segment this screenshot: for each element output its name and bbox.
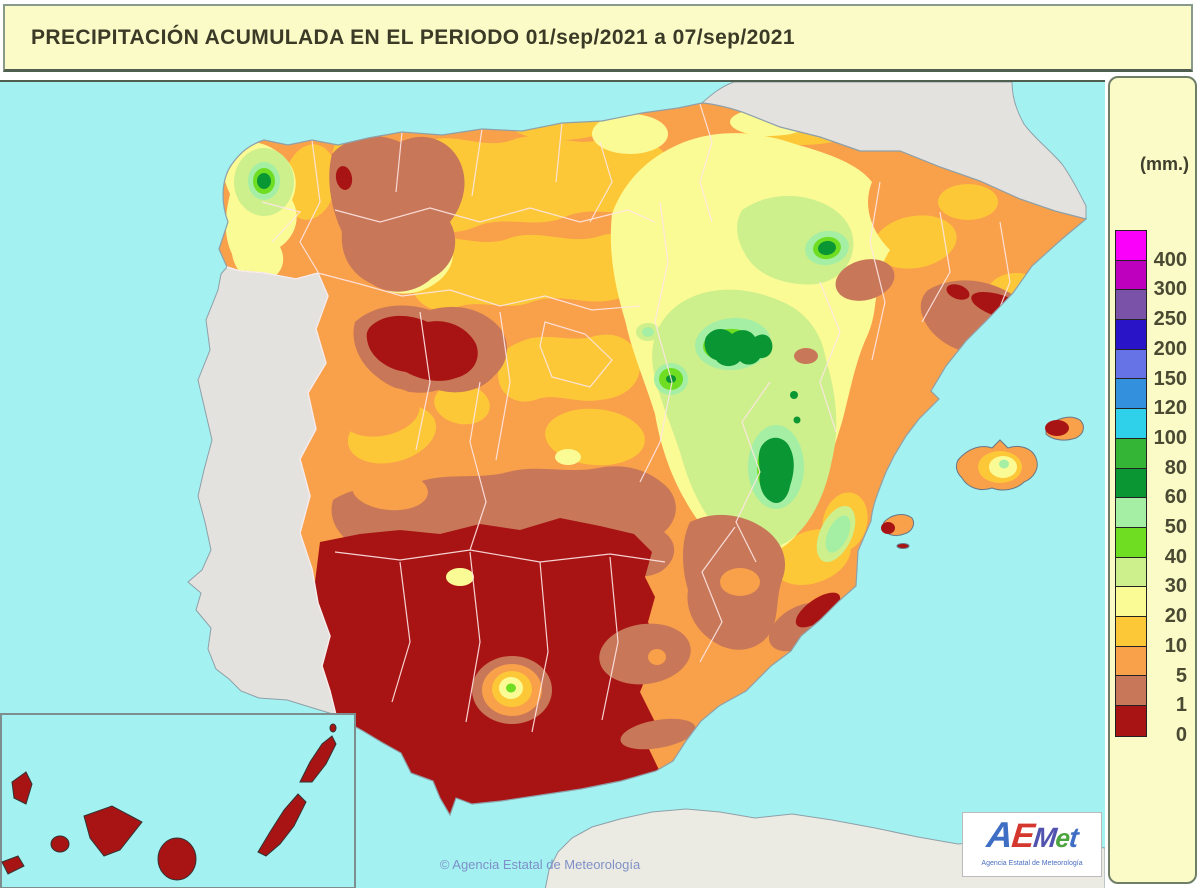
island-tenerife (83, 805, 143, 857)
page-title: PRECIPITACIÓN ACUMULADA EN EL PERIODO 01… (31, 25, 795, 49)
legend-swatch-120 (1116, 379, 1146, 410)
legend-label-80: 80 (1164, 456, 1187, 479)
island-gran-canaria (157, 837, 197, 881)
logo-brand: AEMet (963, 813, 1101, 865)
legend-label-300: 300 (1153, 278, 1187, 301)
aemet-logo: AEMet Agencia Estatal de Meteorología (962, 812, 1102, 877)
legend-swatch-80 (1116, 438, 1146, 469)
legend-swatch-5 (1116, 646, 1146, 677)
legend-swatch-50 (1116, 498, 1146, 528)
legend-label-150: 150 (1153, 367, 1187, 390)
legend-label-50: 50 (1164, 516, 1187, 538)
legend-label-10: 10 (1164, 634, 1187, 657)
legend-swatch-100 (1116, 409, 1146, 439)
legend-swatch-250 (1116, 290, 1146, 321)
legend-label-20: 20 (1164, 605, 1187, 628)
legend-label-60: 60 (1164, 486, 1187, 509)
logo-subtitle: Agencia Estatal de Meteorología (981, 860, 1083, 867)
island-el-hierro (1, 855, 25, 875)
legend-swatch-20 (1116, 587, 1146, 617)
canary-inset (0, 713, 356, 888)
legend-panel: (mm.) 400 300 250 200 150 120 100 80 60 50 40 30 20 1… (1108, 76, 1197, 884)
legend-swatch-10 (1116, 616, 1146, 647)
balearic-islands (881, 416, 1084, 549)
legend-swatch-200 (1116, 320, 1146, 350)
island-fuerteventura (257, 793, 307, 857)
province-borders (261, 103, 1011, 733)
map-panel (0, 80, 1105, 888)
legend-label-200: 200 (1153, 337, 1187, 360)
title-bar: PRECIPITACIÓN ACUMULADA EN EL PERIODO 01… (3, 4, 1193, 72)
legend-colorbar (1115, 230, 1147, 737)
attribution-text: © Agencia Estatal de Meteorología (439, 857, 641, 872)
legend-swatch-150 (1116, 349, 1146, 380)
legend-label-0: 0 (1175, 723, 1187, 746)
legend-swatch-60 (1116, 468, 1146, 499)
island-islet (329, 723, 337, 733)
legend-swatch-30 (1116, 557, 1146, 588)
legend-swatch-40 (1116, 527, 1146, 558)
legend-label-100: 100 (1153, 426, 1187, 449)
legend-label-5: 5 (1175, 664, 1187, 687)
island-la-palma (11, 771, 33, 805)
legend-label-40: 40 (1164, 545, 1187, 568)
legend-label-250: 250 (1153, 308, 1187, 331)
legend-label-30: 30 (1164, 575, 1187, 598)
island-lanzarote (299, 735, 337, 783)
legend-label-120: 120 (1153, 397, 1187, 420)
precipitation-map (0, 82, 1105, 888)
legend-swatch-0 (1116, 706, 1146, 736)
portugal-border-line (226, 266, 337, 716)
legend-units-label: (mm.) (1140, 154, 1189, 174)
legend-swatch-300 (1116, 260, 1146, 291)
legend-label-1: 1 (1175, 694, 1187, 717)
legend-swatch-400 (1116, 231, 1146, 261)
legend-label-400: 400 (1153, 248, 1187, 271)
legend-swatch-1 (1116, 676, 1146, 706)
island-la-gomera (50, 835, 70, 853)
